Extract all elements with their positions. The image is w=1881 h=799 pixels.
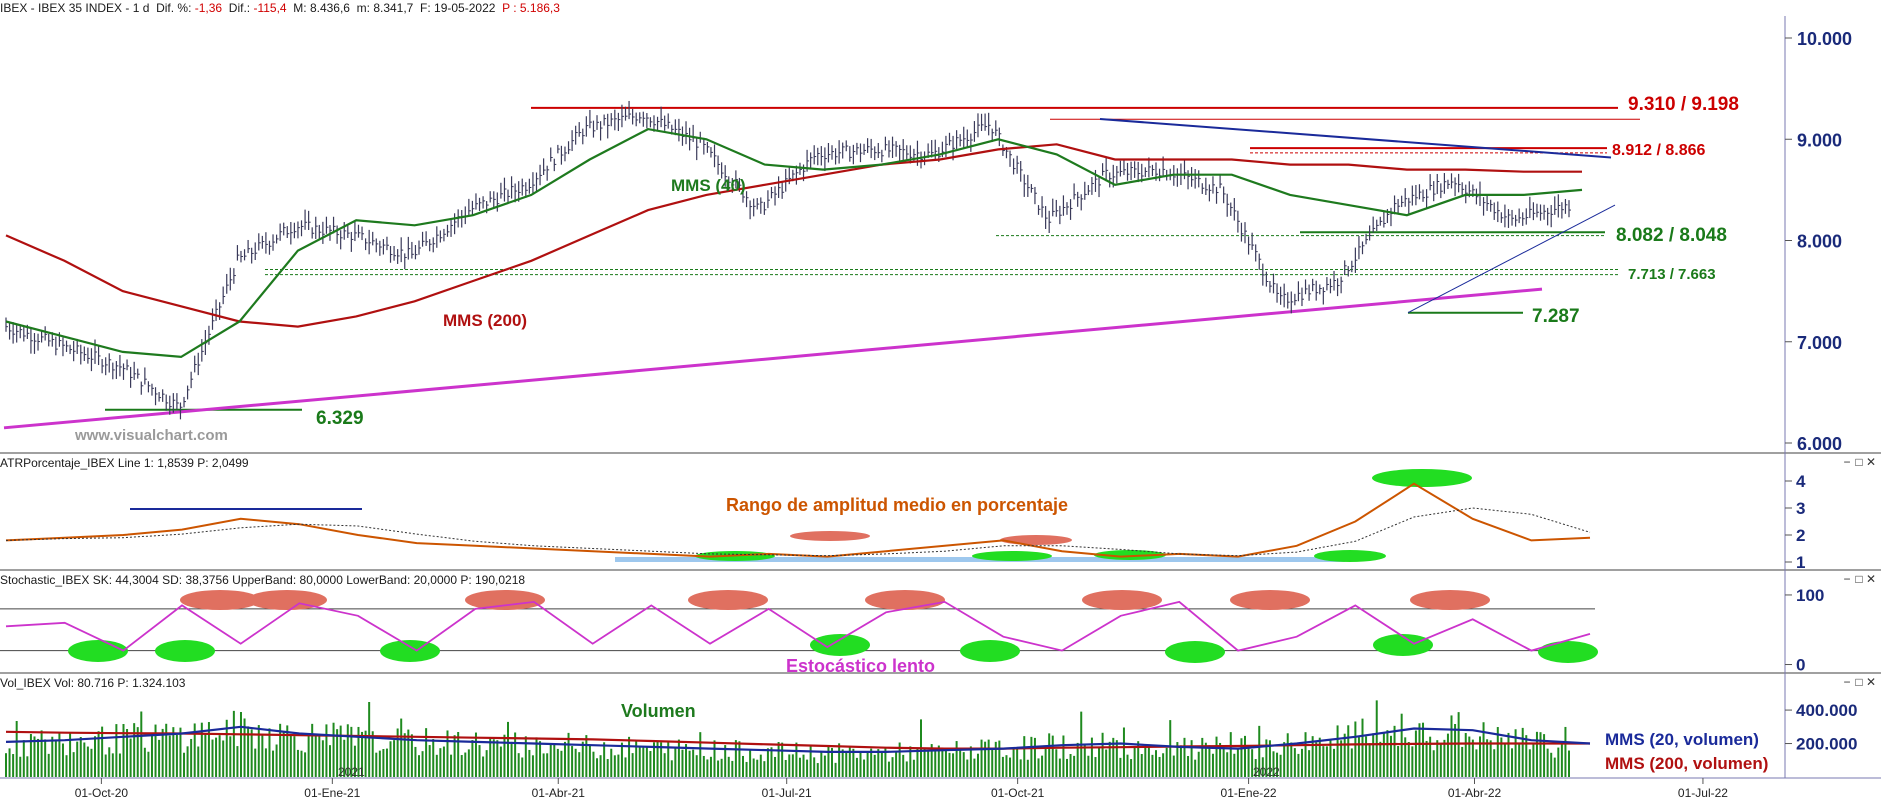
atr-pane-controls: − □ ✕ — [1841, 455, 1877, 469]
y-tick-label: 3 — [1796, 499, 1805, 518]
stoch-title: Estocástico lento — [786, 656, 935, 676]
label-s3: 7.287 — [1532, 306, 1580, 327]
uptrend-line — [1407, 204, 1616, 314]
vol-mms200-label: MMS (200, volumen) — [1605, 754, 1768, 773]
green-highlight — [1372, 469, 1472, 487]
stoch-sk-line — [5, 600, 1591, 652]
dif-pct-value: -1,36 — [194, 1, 223, 15]
year-2021: 2021 — [338, 765, 365, 779]
stoch-pane-controls: − □ ✕ — [1841, 572, 1877, 586]
x-tick-label: 01-Jul-21 — [762, 786, 812, 799]
label-mms40: MMS (40) — [671, 176, 746, 195]
green-highlight — [1094, 550, 1166, 560]
maximize-icon[interactable]: □ — [1855, 455, 1863, 469]
dif-pct-label: Dif. %: — [156, 1, 192, 15]
vol-pane-header: Vol_IBEX Vol: 80.716 P: 1.324.103 — [0, 676, 186, 690]
x-tick-label: 01-Oct-20 — [75, 786, 129, 799]
vol-mms200-line — [5, 730, 1590, 750]
price-bars — [5, 100, 1571, 420]
red-highlight — [180, 590, 260, 610]
green-highlight — [155, 640, 215, 662]
atr-signal-line — [5, 507, 1591, 557]
y-tick-label: 2 — [1796, 526, 1805, 545]
dif-label: Dif.: — [228, 1, 251, 15]
atr-pane-header: ATRPorcentaje_IBEX Line 1: 1,8539 P: 2,0… — [0, 456, 249, 470]
y-tick-label: 6.000 — [1797, 434, 1842, 454]
green-highlight — [1538, 641, 1598, 663]
vol-mms20-label: MMS (20, volumen) — [1605, 730, 1759, 749]
green-highlight — [972, 551, 1052, 561]
minimize-icon[interactable]: − — [1843, 675, 1851, 689]
green-highlight — [1314, 550, 1386, 562]
maximize-icon[interactable]: □ — [1855, 675, 1863, 689]
label-low: 6.329 — [316, 408, 364, 429]
y-tick-label: 0 — [1796, 656, 1805, 675]
vol-pane-controls: − □ ✕ — [1841, 675, 1877, 689]
p-value: P : 5.186,3 — [502, 1, 560, 15]
green-highlight — [1373, 634, 1433, 656]
max-value: M: 8.436,6 — [293, 1, 350, 15]
stoch-pane-header: Stochastic_IBEX SK: 44,3004 SD: 38,3756 … — [0, 573, 526, 587]
atr-low-band — [615, 557, 1345, 562]
y-tick-label: 10.000 — [1797, 29, 1852, 49]
green-highlight — [1165, 641, 1225, 663]
green-highlight — [810, 634, 870, 656]
close-icon[interactable]: ✕ — [1865, 455, 1877, 469]
red-highlight — [688, 590, 768, 610]
vol-title: Volumen — [621, 701, 696, 721]
y-tick-label: 9.000 — [1797, 130, 1842, 150]
price-pane-header: IBEX - IBEX 35 INDEX - 1 d Dif. %: -1,36… — [0, 0, 560, 16]
red-highlight — [790, 531, 870, 541]
dif-value: -115,4 — [253, 1, 287, 15]
date-value: F: 19-05-2022 — [420, 1, 496, 15]
long-term-trendline — [3, 287, 1543, 430]
mms40-line — [5, 127, 1583, 359]
label-r1: 9.310 / 9.198 — [1628, 94, 1739, 115]
y-tick-label: 8.000 — [1797, 232, 1842, 252]
close-icon[interactable]: ✕ — [1865, 675, 1877, 689]
watermark: www.visualchart.com — [74, 427, 228, 444]
vol-mms20-line — [5, 725, 1591, 754]
x-tick-label: 01-Ene-22 — [1221, 786, 1277, 799]
y-tick-label: 100 — [1796, 586, 1824, 605]
symbol-label: IBEX - IBEX 35 INDEX - 1 d — [0, 1, 150, 15]
x-tick-label: 01-Jul-22 — [1678, 786, 1728, 799]
mms200-line — [5, 143, 1582, 328]
y-tick-label: 200.000 — [1796, 735, 1857, 754]
maximize-icon[interactable]: □ — [1855, 572, 1863, 586]
year-2022: 2022 — [1253, 765, 1280, 779]
x-tick-label: 01-Ene-21 — [304, 786, 360, 799]
minimize-icon[interactable]: − — [1843, 455, 1851, 469]
red-highlight — [465, 590, 545, 610]
green-highlight — [68, 640, 128, 662]
close-icon[interactable]: ✕ — [1865, 572, 1877, 586]
label-r2: 8.912 / 8.866 — [1612, 142, 1706, 159]
minimize-icon[interactable]: − — [1843, 572, 1851, 586]
y-tick-label: 7.000 — [1797, 333, 1842, 353]
red-highlight — [1000, 535, 1072, 545]
y-tick-label: 400.000 — [1796, 701, 1857, 720]
label-mms200: MMS (200) — [443, 311, 527, 330]
label-s2: 7.713 / 7.663 — [1628, 266, 1716, 283]
x-tick-label: 01-Abr-21 — [532, 786, 586, 799]
red-highlight — [1082, 590, 1162, 610]
red-highlight — [865, 590, 945, 610]
green-highlight — [380, 640, 440, 662]
label-s1: 8.082 / 8.048 — [1616, 225, 1727, 246]
x-tick-label: 01-Abr-22 — [1448, 786, 1502, 799]
red-highlight — [1410, 590, 1490, 610]
red-highlight — [1230, 590, 1310, 610]
downtrend-line — [1099, 118, 1612, 159]
min-value: m: 8.341,7 — [356, 1, 414, 15]
atr-title: Rango de amplitud medio en porcentaje — [726, 495, 1068, 515]
y-tick-label: 1 — [1796, 553, 1805, 572]
x-tick-label: 01-Oct-21 — [991, 786, 1045, 799]
y-tick-label: 4 — [1796, 472, 1806, 491]
green-highlight — [960, 640, 1020, 662]
